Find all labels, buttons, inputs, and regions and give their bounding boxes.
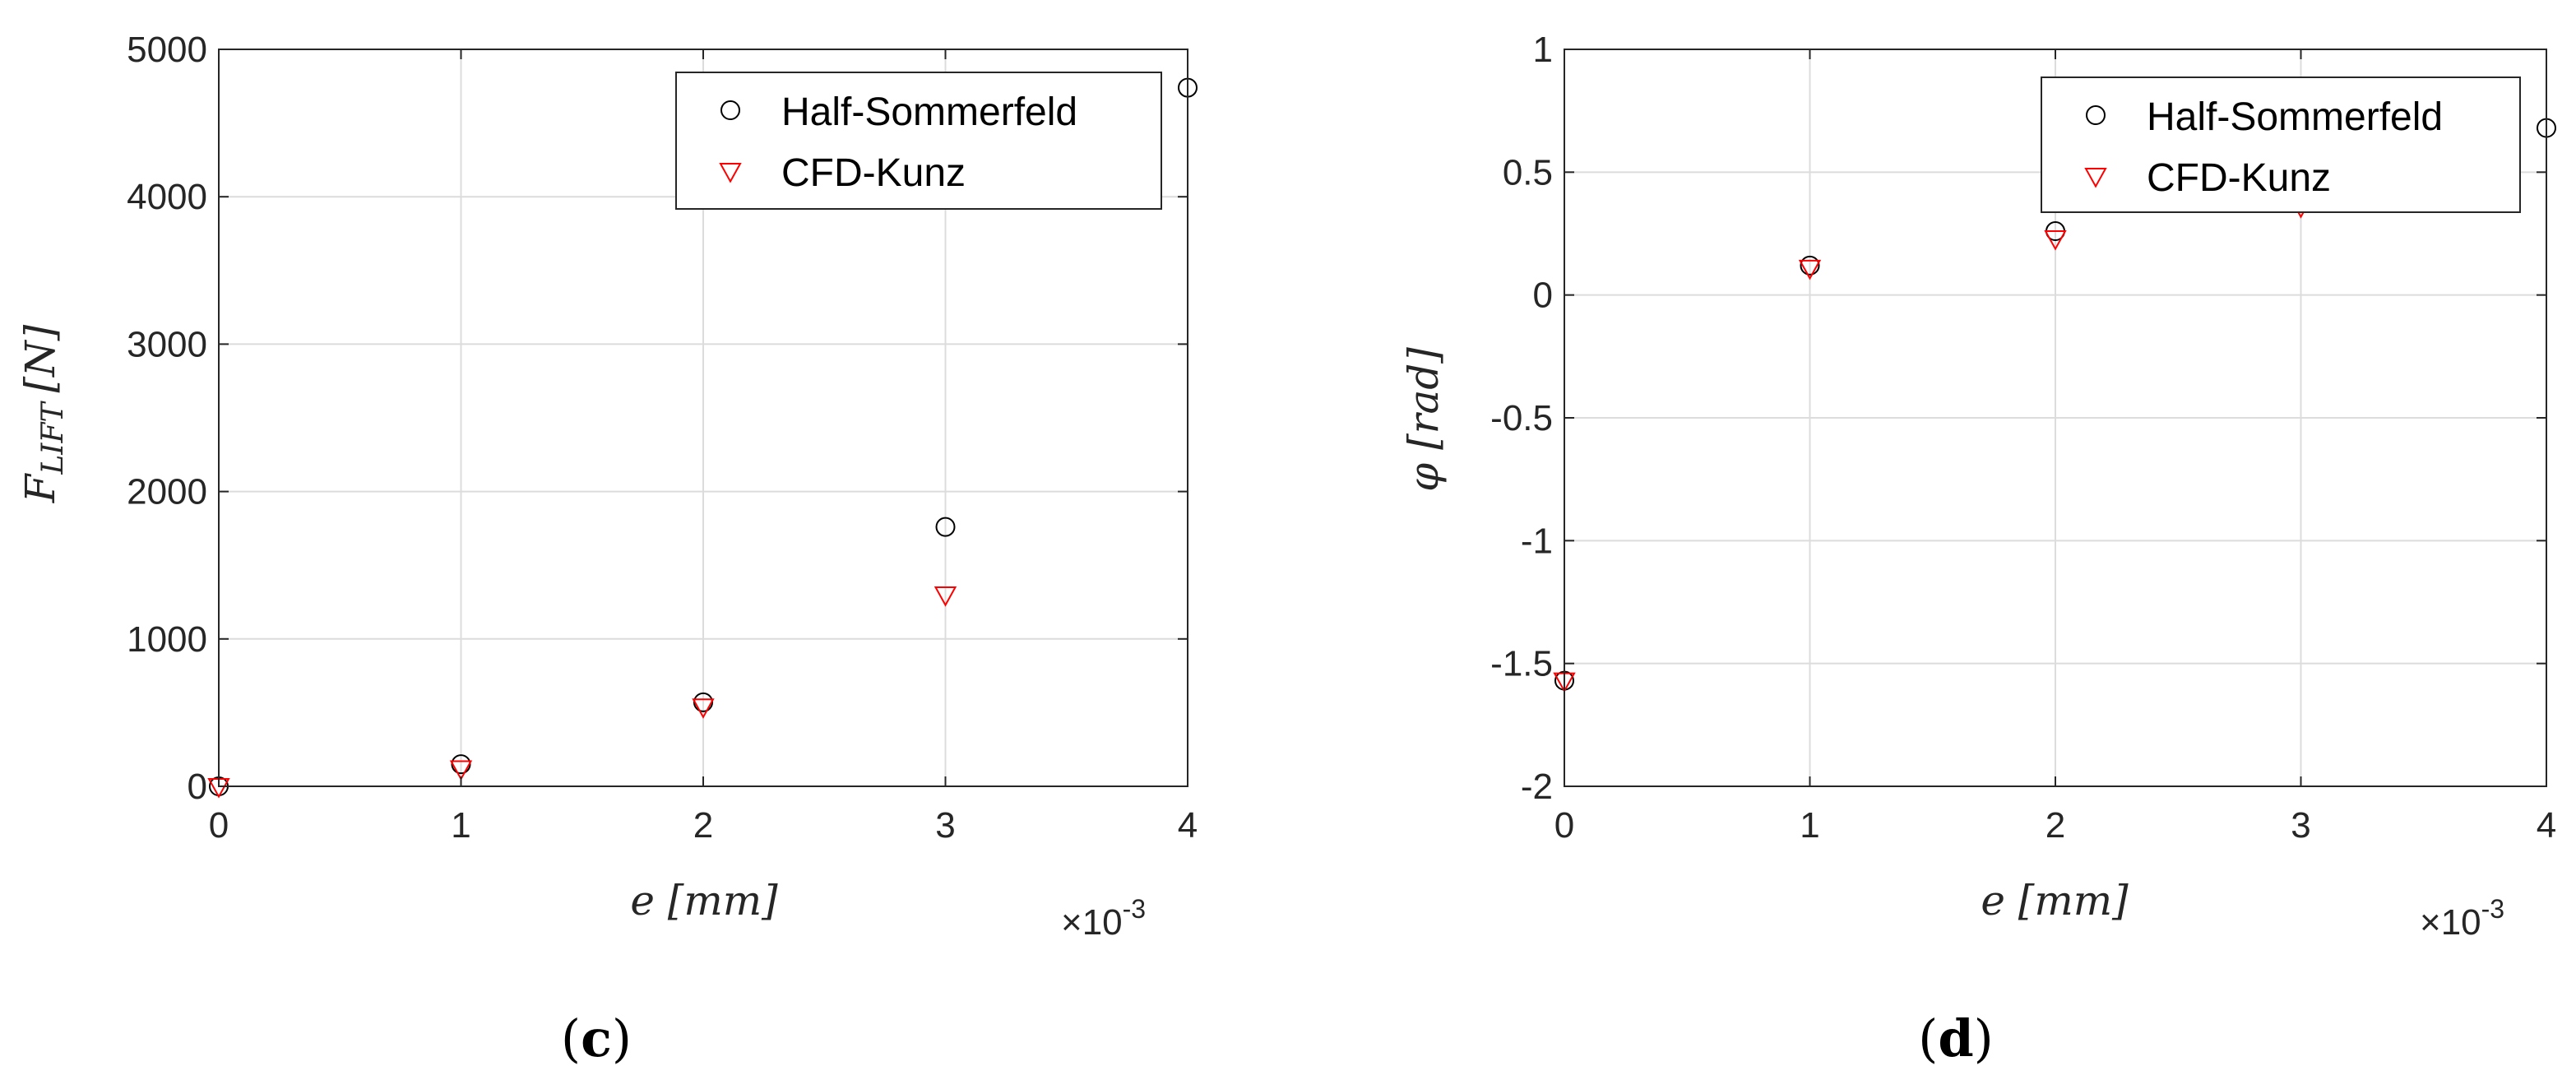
x-axis-label-d: e [mm] [1981, 877, 2129, 924]
legend-entry: CFD-Kunz [2147, 156, 2331, 200]
y-tick-label: 0.5 [1503, 152, 1553, 192]
legend-marker [2084, 168, 2107, 188]
legend-entry: Half-Sommerfeld [2147, 95, 2443, 139]
data-point [2044, 229, 2067, 251]
data-point [692, 698, 715, 719]
legend-box [2041, 76, 2521, 213]
legend-marker [2086, 105, 2106, 125]
x-axis-label-c: e [mm] [630, 877, 778, 924]
y-tick-label: 3000 [127, 324, 207, 364]
legend-entry: Half-Sommerfeld [781, 90, 1077, 134]
x-multiplier-c: ×10-3 [1061, 894, 1146, 943]
data-point [449, 760, 473, 781]
x-tick-label: 3 [935, 805, 955, 846]
x-tick-label: 4 [1178, 805, 1198, 846]
legend-marker [720, 100, 740, 120]
x-tick-label: 1 [451, 805, 470, 846]
y-tick-label: 4000 [127, 177, 207, 217]
chart-panel-c: 0 1 2 3 4 0 1000 2000 3000 4000 5000 Half-Sommerfe… [16, 30, 1198, 1068]
y-tick-label: 1000 [127, 619, 207, 660]
y-axis-label-d: φ [rad] [1400, 347, 1448, 492]
ticks-d: 0 1 2 3 4 1 0.5 0 -0.5 -1 -1.5 -2 [1490, 30, 2556, 846]
legend-marker [719, 163, 742, 183]
y-tick-label: 0 [188, 767, 207, 807]
x-tick-label: 2 [693, 805, 713, 846]
legend-entry: CFD-Kunz [781, 151, 966, 195]
data-point [1800, 255, 1820, 276]
y-tick-label: -0.5 [1490, 398, 1553, 438]
x-multiplier-d: ×10-3 [2420, 894, 2504, 943]
y-tick-label: 1 [1533, 30, 1553, 70]
y-tick-label: 2000 [127, 472, 207, 512]
data-point [935, 517, 956, 537]
panel-label-d: (d) [1918, 1008, 1994, 1068]
x-tick-label: 0 [209, 805, 229, 846]
y-tick-label: -2 [1521, 767, 1553, 807]
x-tick-label: 0 [1554, 805, 1574, 846]
series-cfd-kunz [207, 586, 957, 799]
series-cfd-kunz [1553, 198, 2313, 693]
data-point [934, 586, 957, 607]
data-point [1798, 259, 1822, 280]
chart-panel-d: 0 1 2 3 4 1 0.5 0 -0.5 -1 -1.5 -2 Half-Sommerfeld CF… [1400, 30, 2556, 1068]
legend-c: Half-Sommerfeld CFD-Kunz [675, 72, 1162, 210]
y-tick-label: -1.5 [1490, 644, 1553, 684]
x-tick-label: 1 [1800, 805, 1819, 846]
legend-d: Half-Sommerfeld CFD-Kunz [2041, 76, 2521, 213]
y-tick-label: -1 [1521, 521, 1553, 561]
y-axis-label-c: FLIFT[N] [16, 324, 70, 503]
x-tick-label: 4 [2537, 805, 2556, 846]
ticks-c: 0 1 2 3 4 0 1000 2000 3000 4000 5000 [127, 30, 1198, 846]
x-tick-label: 3 [2291, 805, 2310, 846]
y-tick-label: 0 [1533, 276, 1553, 316]
legend-box [675, 72, 1162, 210]
panel-label-c: (c) [561, 1008, 632, 1068]
y-tick-label: 5000 [127, 30, 207, 70]
x-tick-label: 2 [2046, 805, 2065, 846]
